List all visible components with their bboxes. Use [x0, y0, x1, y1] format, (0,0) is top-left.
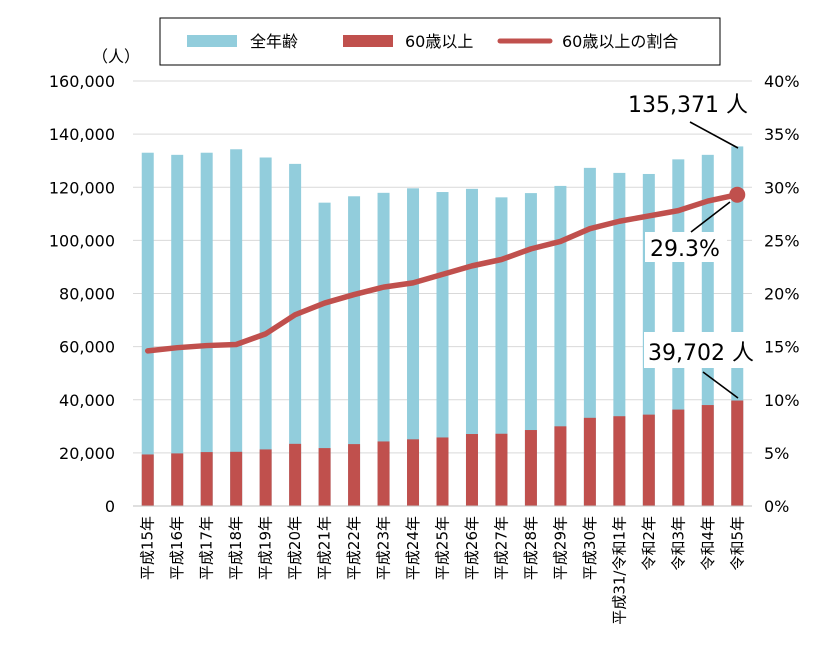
y2-tick-label: 40%	[764, 72, 800, 91]
y-tick-label: 100,000	[49, 231, 115, 250]
bar-over60	[524, 430, 537, 506]
x-tick-label: 平成28年	[522, 516, 540, 580]
y2-tick-label: 25%	[764, 231, 800, 250]
bar-over60	[348, 444, 361, 506]
bar-over60	[613, 416, 626, 506]
x-tick-label: 平成17年	[198, 516, 216, 580]
y2-tick-label: 30%	[764, 178, 800, 197]
bar-all-ages	[200, 152, 213, 506]
bar-over60	[436, 437, 449, 506]
x-tick-label: 平成31/令和1年	[610, 516, 628, 625]
annotation-leader-ratio	[690, 201, 731, 233]
bar-over60	[318, 448, 331, 506]
annotation-bg-ratio	[645, 232, 727, 262]
y2-tick-label: 10%	[764, 391, 800, 410]
legend: 全年齢 60歳以上 60歳以上の割合	[159, 17, 721, 66]
bar-all-ages	[377, 192, 390, 506]
bar-over60	[672, 409, 685, 506]
y-tick-label: 60,000	[59, 338, 115, 357]
bar-over60	[230, 451, 243, 506]
x-tick-label: 平成16年	[168, 516, 186, 580]
y-tick-label: 40,000	[59, 391, 115, 410]
y-tick-label: 140,000	[49, 125, 115, 144]
y2-tick-label: 0%	[764, 497, 789, 516]
x-tick-label: 平成30年	[581, 516, 599, 580]
annotation-over60: 39,702 人	[648, 341, 754, 366]
y-axis-unit: （人）	[92, 47, 140, 66]
x-tick-label: 令和4年	[699, 516, 717, 571]
bar-over60	[731, 400, 744, 506]
axes: 0 0% 20,000 5% 40,000 10% 60,000 15% 80,000 20% 10…	[49, 72, 800, 625]
x-tick-label: 平成15年	[139, 516, 157, 580]
x-tick-label: 令和3年	[669, 516, 687, 571]
bar-over60	[171, 453, 184, 506]
bar-all-ages	[348, 196, 361, 506]
x-tick-label: 平成20年	[286, 516, 304, 580]
legend-swatch-over60	[343, 35, 393, 47]
ratio-line-layer	[144, 186, 746, 354]
bar-over60	[407, 439, 420, 506]
y-tick-label: 120,000	[49, 178, 115, 197]
x-tick-label: 令和2年	[640, 516, 658, 571]
bar-over60	[377, 441, 390, 506]
annotation-leader-total	[689, 121, 739, 149]
annotation-bg-over60	[644, 332, 766, 368]
bar-all-ages	[495, 197, 508, 506]
bar-all-ages	[171, 154, 184, 506]
x-tick-label: 平成22年	[345, 516, 363, 580]
ratio-line	[144, 191, 741, 354]
y-tick-label: 160,000	[49, 72, 115, 91]
y2-tick-label: 20%	[764, 285, 800, 304]
annotation-leader-over60	[702, 371, 739, 399]
legend-frame	[159, 17, 721, 66]
x-tick-label: 令和5年	[728, 516, 746, 571]
bar-over60	[583, 417, 596, 506]
annotation-total: 135,371 人	[628, 93, 748, 118]
y-tick-label: 80,000	[59, 285, 115, 304]
x-tick-label: 平成29年	[551, 516, 569, 580]
x-tick-label: 平成19年	[257, 516, 275, 580]
bar-all-ages	[524, 193, 537, 506]
bar-over60	[141, 454, 154, 506]
legend-label-all-ages: 全年齢	[250, 32, 298, 51]
bar-all-ages	[436, 192, 449, 506]
bar-all-ages	[230, 149, 243, 506]
bar-over60	[642, 414, 655, 506]
bar-all-ages	[554, 185, 567, 506]
bar-all-ages	[318, 202, 331, 506]
bar-over60	[289, 443, 302, 506]
bar-over60	[701, 405, 714, 506]
bar-all-ages	[289, 163, 302, 506]
bar-all-ages	[407, 188, 420, 506]
y-tick-label: 0	[105, 497, 115, 516]
annotations: 135,371 人 29.3% 39,702 人	[624, 85, 766, 399]
bar-over60	[200, 452, 213, 506]
legend-label-over60: 60歳以上	[405, 32, 473, 51]
bar-over60	[465, 434, 478, 506]
bar-over60	[495, 433, 508, 506]
bar-all-ages	[141, 152, 154, 506]
y2-tick-label: 5%	[764, 444, 789, 463]
legend-label-ratio: 60歳以上の割合	[562, 32, 678, 51]
x-tick-label: 平成24年	[404, 516, 422, 580]
y2-tick-label: 35%	[764, 125, 800, 144]
x-tick-label: 平成18年	[227, 516, 245, 580]
y2-tick-label: 15%	[764, 338, 800, 357]
annotation-ratio: 29.3%	[650, 237, 720, 262]
x-tick-label: 平成26年	[463, 516, 481, 580]
annotation-bg-total	[624, 85, 762, 120]
ratio-last-point	[729, 186, 746, 203]
x-tick-label: 平成27年	[492, 516, 510, 580]
y-tick-label: 20,000	[59, 444, 115, 463]
x-tick-label: 平成23年	[375, 516, 393, 580]
x-tick-label: 平成25年	[434, 516, 452, 580]
x-tick-label: 平成21年	[316, 516, 334, 580]
bar-over60	[554, 426, 567, 506]
legend-swatch-all-ages	[187, 35, 237, 47]
bar-over60	[259, 449, 272, 506]
bars	[141, 146, 744, 506]
